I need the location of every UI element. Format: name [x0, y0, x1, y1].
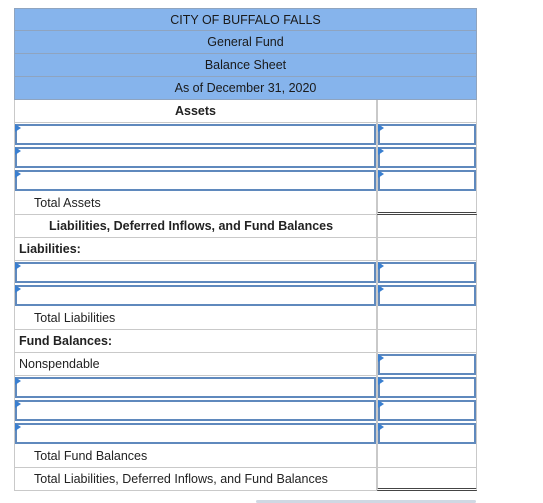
- liability-amount-box-2: [378, 285, 476, 306]
- fund-balances-label: Fund Balances:: [14, 330, 377, 353]
- scrollbar[interactable]: [256, 500, 476, 503]
- nonspendable-row: Nonspendable: [14, 353, 477, 376]
- liabilities-label: Liabilities:: [14, 238, 377, 261]
- dropdown-flag-icon: [378, 377, 384, 385]
- fund-balance-amount-input-3[interactable]: [377, 422, 477, 445]
- asset-row-3: [14, 169, 477, 192]
- fund-balance-amount-box-2: [378, 400, 476, 421]
- header-row-date: As of December 31, 2020: [14, 77, 477, 100]
- statement-date: As of December 31, 2020: [14, 77, 477, 100]
- asset-account-select-2[interactable]: [14, 146, 377, 169]
- fund-balance-amount-box-1: [378, 377, 476, 398]
- fund-balance-amount-input-2[interactable]: [377, 399, 477, 422]
- total-liab-def-fund-row: Total Liabilities, Deferred Inflows, and…: [14, 468, 477, 491]
- dropdown-flag-icon: [15, 147, 21, 155]
- liability-amount-input-1[interactable]: [377, 261, 477, 284]
- total-liab-def-fund-amount[interactable]: [377, 468, 477, 491]
- dropdown-flag-icon: [378, 354, 384, 362]
- fund-balance-account-box-2: [15, 400, 376, 421]
- header-row-entity: CITY OF BUFFALO FALLS: [14, 8, 477, 31]
- total-liab-def-fund-label: Total Liabilities, Deferred Inflows, and…: [14, 468, 377, 491]
- fund-balance-account-box-1: [15, 377, 376, 398]
- asset-account-box-2: [15, 147, 376, 168]
- fund-balance-account-select-1[interactable]: [14, 376, 377, 399]
- dropdown-flag-icon: [378, 124, 384, 132]
- liability-amount-box-1: [378, 262, 476, 283]
- dropdown-flag-icon: [378, 423, 384, 431]
- total-liabilities-label: Total Liabilities: [14, 307, 377, 330]
- header-row-fund: General Fund: [14, 31, 477, 54]
- total-assets-row: Total Assets: [14, 192, 477, 215]
- asset-amount-input-3[interactable]: [377, 169, 477, 192]
- fund-name: General Fund: [14, 31, 477, 54]
- assets-heading: Assets: [14, 100, 377, 123]
- balance-sheet-table: CITY OF BUFFALO FALLS General Fund Balan…: [14, 8, 477, 491]
- asset-account-select-1[interactable]: [14, 123, 377, 146]
- nonspendable-label: Nonspendable: [14, 353, 377, 376]
- fund-balance-account-select-2[interactable]: [14, 399, 377, 422]
- liabilities-heading-amount: [377, 215, 477, 238]
- fund-balance-row-1: [14, 376, 477, 399]
- liabilities-deferred-fund-heading: Liabilities, Deferred Inflows, and Fund …: [14, 215, 377, 238]
- asset-amount-box-2: [378, 147, 476, 168]
- dropdown-flag-icon: [15, 124, 21, 132]
- header-row-statement: Balance Sheet: [14, 54, 477, 77]
- asset-row-2: [14, 146, 477, 169]
- statement-name: Balance Sheet: [14, 54, 477, 77]
- liabilities-heading-row: Liabilities, Deferred Inflows, and Fund …: [14, 215, 477, 238]
- liability-account-box-2: [15, 285, 376, 306]
- asset-row-1: [14, 123, 477, 146]
- dropdown-flag-icon: [15, 400, 21, 408]
- total-assets-amount[interactable]: [377, 192, 477, 215]
- fund-balances-label-amount: [377, 330, 477, 353]
- liability-account-select-2[interactable]: [14, 284, 377, 307]
- asset-amount-input-2[interactable]: [377, 146, 477, 169]
- total-fund-balances-label: Total Fund Balances: [14, 445, 377, 468]
- asset-account-box-1: [15, 124, 376, 145]
- nonspendable-amount-box: [378, 354, 476, 375]
- liabilities-label-amount: [377, 238, 477, 261]
- total-fund-balances-row: Total Fund Balances: [14, 445, 477, 468]
- asset-amount-box-1: [378, 124, 476, 145]
- dropdown-flag-icon: [15, 262, 21, 270]
- liability-account-select-1[interactable]: [14, 261, 377, 284]
- liabilities-label-row: Liabilities:: [14, 238, 477, 261]
- fund-balance-row-3: [14, 422, 477, 445]
- asset-amount-input-1[interactable]: [377, 123, 477, 146]
- liability-amount-input-2[interactable]: [377, 284, 477, 307]
- fund-balances-label-row: Fund Balances:: [14, 330, 477, 353]
- liability-account-box-1: [15, 262, 376, 283]
- fund-balance-account-select-3[interactable]: [14, 422, 377, 445]
- total-assets-label: Total Assets: [14, 192, 377, 215]
- dropdown-flag-icon: [378, 262, 384, 270]
- dropdown-flag-icon: [15, 423, 21, 431]
- total-liabilities-row: Total Liabilities: [14, 307, 477, 330]
- liability-row-1: [14, 261, 477, 284]
- asset-account-box-3: [15, 170, 376, 191]
- dropdown-flag-icon: [378, 285, 384, 293]
- asset-amount-box-3: [378, 170, 476, 191]
- dropdown-flag-icon: [378, 147, 384, 155]
- dropdown-flag-icon: [378, 400, 384, 408]
- asset-account-select-3[interactable]: [14, 169, 377, 192]
- fund-balance-amount-box-3: [378, 423, 476, 444]
- total-fund-balances-amount[interactable]: [377, 445, 477, 468]
- dropdown-flag-icon: [15, 170, 21, 178]
- fund-balance-account-box-3: [15, 423, 376, 444]
- assets-heading-amount: [377, 100, 477, 123]
- total-liabilities-amount[interactable]: [377, 307, 477, 330]
- nonspendable-amount-input[interactable]: [377, 353, 477, 376]
- fund-balance-row-2: [14, 399, 477, 422]
- assets-heading-row: Assets: [14, 100, 477, 123]
- dropdown-flag-icon: [378, 170, 384, 178]
- dropdown-flag-icon: [15, 285, 21, 293]
- entity-name: CITY OF BUFFALO FALLS: [14, 8, 477, 31]
- liability-row-2: [14, 284, 477, 307]
- dropdown-flag-icon: [15, 377, 21, 385]
- fund-balance-amount-input-1[interactable]: [377, 376, 477, 399]
